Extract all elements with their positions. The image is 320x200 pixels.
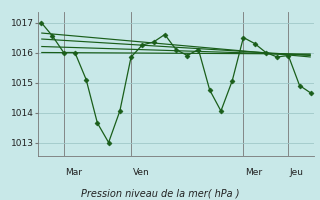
Text: Pression niveau de la mer( hPa ): Pression niveau de la mer( hPa )	[81, 188, 239, 198]
Text: Ven: Ven	[133, 168, 149, 177]
Text: Mar: Mar	[65, 168, 82, 177]
Text: Jeu: Jeu	[290, 168, 304, 177]
Text: Mer: Mer	[245, 168, 262, 177]
